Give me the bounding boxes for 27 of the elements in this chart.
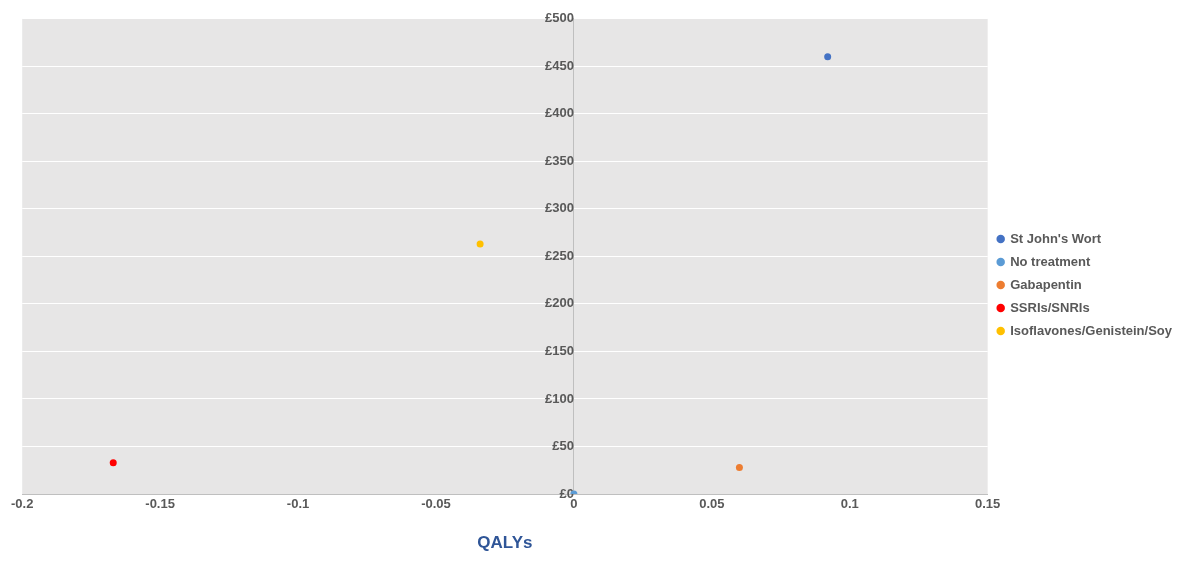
point [735, 463, 743, 471]
legend-label: St John's Wort [1010, 230, 1102, 246]
point [824, 53, 832, 61]
y-tick-label: £450 [544, 57, 574, 73]
legend-label: Gabapentin [1010, 276, 1082, 292]
x-axis-title: QALYs [477, 533, 533, 553]
y-tick-label: £100 [544, 390, 574, 406]
y-tick-label: £500 [544, 10, 574, 26]
x-tick-label: -0.2 [11, 496, 34, 512]
y-tick-label: £300 [544, 200, 574, 216]
x-tick-label: 0.05 [699, 496, 725, 512]
x-tick-label: -0.15 [145, 496, 175, 512]
y-tick-label: £150 [544, 343, 574, 359]
legend-label: SSRIs/SNRIs [1010, 299, 1090, 315]
y-tick-label: £350 [544, 152, 574, 168]
y-tick-label: £200 [544, 295, 574, 311]
x-tick-label: 0.1 [840, 496, 859, 512]
y-tick-label: £50 [552, 438, 574, 454]
y-tick-label: £400 [544, 105, 574, 121]
x-tick-label: -0.1 [286, 496, 310, 512]
x-tick-label: 0.15 [975, 496, 1001, 512]
legend-label: No treatment [1010, 253, 1092, 269]
y-tick-label: £250 [544, 247, 574, 263]
legend-label: Isoflavones/Genistein/Soy [1010, 322, 1173, 338]
x-tick-label: -0.05 [421, 496, 451, 512]
point [476, 240, 484, 248]
point [109, 459, 117, 467]
